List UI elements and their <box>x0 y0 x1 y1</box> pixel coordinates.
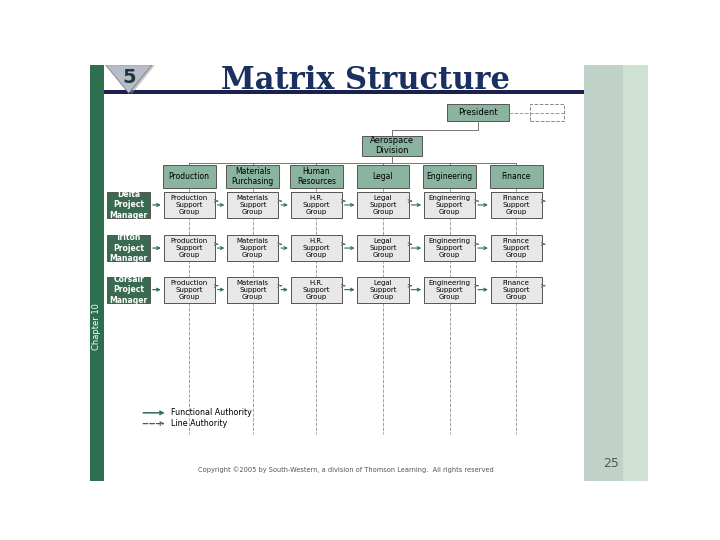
Bar <box>163 235 215 261</box>
Bar <box>228 235 279 261</box>
Bar <box>357 192 408 218</box>
Text: Production
Support
Group: Production Support Group <box>171 238 208 258</box>
Bar <box>357 276 408 303</box>
Bar <box>291 235 342 261</box>
Text: Copyright ©2005 by South-Western, a division of Thomson Learning.  All rights re: Copyright ©2005 by South-Western, a divi… <box>198 467 494 473</box>
Bar <box>291 192 342 218</box>
Text: Delta
Project
Manager: Delta Project Manager <box>109 190 148 220</box>
Bar <box>601 65 648 481</box>
Text: Materials
Support
Group: Materials Support Group <box>237 280 269 300</box>
Bar <box>104 65 585 92</box>
Text: Matrix Structure: Matrix Structure <box>220 65 510 96</box>
Bar <box>104 90 585 94</box>
Bar <box>356 165 409 188</box>
Text: Materials
Support
Group: Materials Support Group <box>237 238 269 258</box>
Text: Engineering
Support
Group: Engineering Support Group <box>428 238 471 258</box>
Text: Materials
Purchasing: Materials Purchasing <box>232 167 274 186</box>
Text: Legal: Legal <box>373 172 393 181</box>
Text: Legal
Support
Group: Legal Support Group <box>369 280 397 300</box>
Bar <box>163 276 215 303</box>
Text: Legal
Support
Group: Legal Support Group <box>369 238 397 258</box>
Text: Line Authority: Line Authority <box>171 419 228 428</box>
Bar <box>530 104 564 121</box>
Text: Finance: Finance <box>502 172 531 181</box>
Polygon shape <box>109 65 155 94</box>
Text: Aerospace
Division: Aerospace Division <box>370 136 414 156</box>
Bar <box>90 65 104 481</box>
Bar <box>163 192 215 218</box>
Text: President: President <box>458 108 498 117</box>
Bar <box>490 276 542 303</box>
Text: Production
Support
Group: Production Support Group <box>171 280 208 300</box>
Bar <box>226 165 279 188</box>
Text: H.R.
Support
Group: H.R. Support Group <box>302 195 330 215</box>
Bar <box>490 235 542 261</box>
Bar <box>424 192 475 218</box>
Text: 5: 5 <box>122 68 135 86</box>
Bar <box>357 235 408 261</box>
Bar <box>290 165 343 188</box>
Text: H.R.
Support
Group: H.R. Support Group <box>302 238 330 258</box>
Text: Corsair
Project
Manager: Corsair Project Manager <box>109 275 148 305</box>
Bar <box>107 276 150 303</box>
Bar <box>362 136 423 156</box>
Bar <box>291 276 342 303</box>
Text: Production
Support
Group: Production Support Group <box>171 195 208 215</box>
Polygon shape <box>106 65 152 93</box>
Bar <box>163 165 215 188</box>
Text: H.R.
Support
Group: H.R. Support Group <box>302 280 330 300</box>
Text: Engineering
Support
Group: Engineering Support Group <box>428 280 471 300</box>
Text: Human
Resources: Human Resources <box>297 167 336 186</box>
Bar <box>424 276 475 303</box>
Text: Functional Authority: Functional Authority <box>171 408 252 417</box>
Text: Finance
Support
Group: Finance Support Group <box>503 238 530 258</box>
Text: Chapter 10: Chapter 10 <box>92 303 102 350</box>
Bar <box>228 192 279 218</box>
Bar <box>624 65 648 481</box>
Text: Engineering: Engineering <box>426 172 472 181</box>
Bar <box>423 165 476 188</box>
Bar <box>107 192 150 218</box>
Text: Legal
Support
Group: Legal Support Group <box>369 195 397 215</box>
Text: Triton
Project
Manager: Triton Project Manager <box>109 233 148 263</box>
Text: Production: Production <box>168 172 210 181</box>
Bar <box>585 65 648 481</box>
Bar <box>424 235 475 261</box>
Bar <box>107 235 150 261</box>
Bar <box>228 276 279 303</box>
Text: 25: 25 <box>603 457 618 470</box>
Text: Materials
Support
Group: Materials Support Group <box>237 195 269 215</box>
Bar <box>446 104 508 121</box>
Text: Engineering
Support
Group: Engineering Support Group <box>428 195 471 215</box>
Bar <box>490 192 542 218</box>
Text: Finance
Support
Group: Finance Support Group <box>503 195 530 215</box>
Bar <box>490 165 543 188</box>
Text: Finance
Support
Group: Finance Support Group <box>503 280 530 300</box>
